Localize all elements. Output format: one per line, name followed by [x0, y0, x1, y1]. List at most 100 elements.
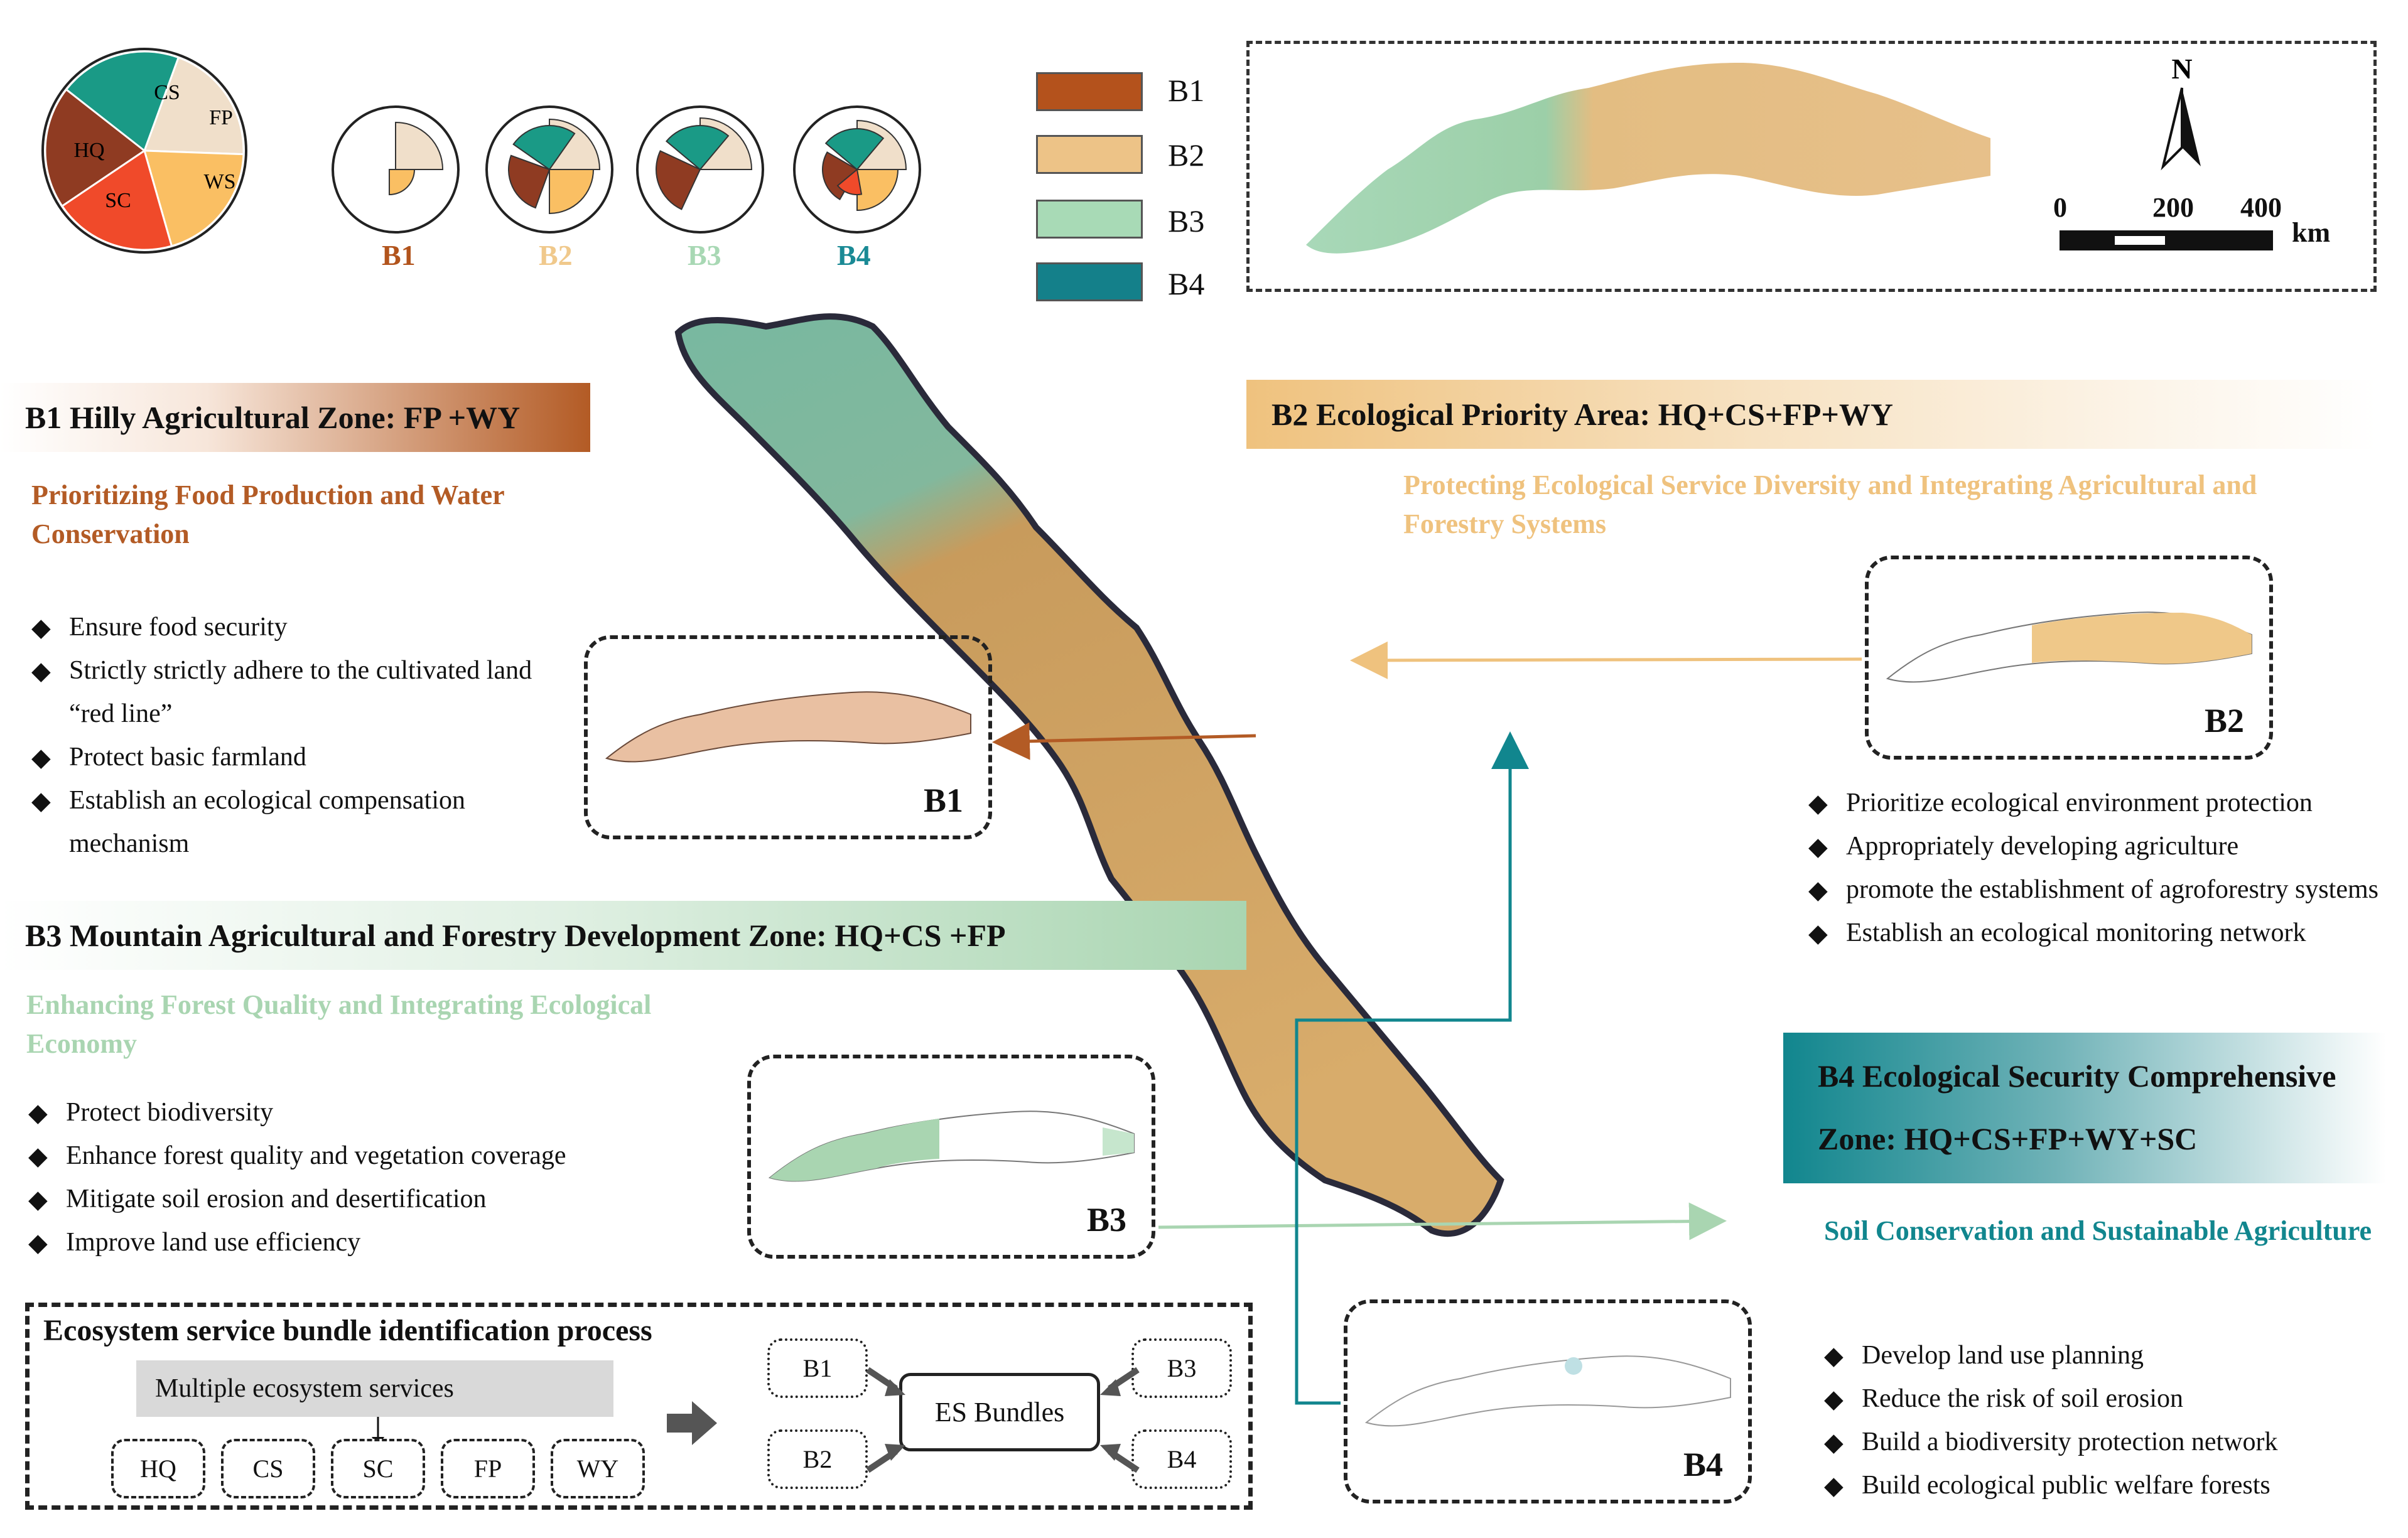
bundle-pie-b1: [332, 105, 460, 234]
pie-legend-slice-sc: [60, 149, 173, 251]
pie-legend-slice-fp: [143, 56, 245, 156]
multiple-es-box: Multiple ecosystem services: [136, 1360, 613, 1417]
list-item: Establish an ecological monitoring netwo…: [1808, 912, 2405, 955]
bundle-node-b1: B1: [767, 1338, 868, 1398]
zone-b3-title-text: B3 Mountain Agricultural and Forestry De…: [25, 918, 1006, 953]
pie-legend-slice-hq: [44, 88, 146, 208]
es-pie-legend: CS FP HQ WS SC: [41, 48, 247, 254]
bundle-pie-b3: [636, 105, 764, 234]
list-item: Protect basic farmland: [31, 736, 565, 779]
inset-map-b1-label: B1: [923, 782, 963, 819]
service-node-wy: WY: [551, 1439, 645, 1498]
zone-b2-actions: Prioritize ecological environment protec…: [1808, 782, 2405, 955]
zone-b4-subtitle: Soil Conservation and Sustainable Agricu…: [1824, 1215, 2372, 1246]
list-item: Develop land use planning: [1824, 1334, 2389, 1377]
scale-tick-400: 400: [2240, 192, 2282, 223]
scale-unit: km: [2292, 217, 2331, 248]
zone-b2-subtitle: Protecting Ecological Service Diversity …: [1403, 470, 2257, 539]
zone-b2-title-text: B2 Ecological Priority Area: HQ+CS+FP+WY: [1271, 397, 1893, 432]
process-panel: Ecosystem service bundle identification …: [25, 1303, 1253, 1510]
bundle-pie-b4: [793, 105, 921, 234]
scale-bar: [2060, 230, 2273, 250]
service-node-cs: CS: [221, 1439, 315, 1498]
list-item: promote the establishment of agroforestr…: [1808, 868, 2405, 912]
inset-map-b2: B2: [1865, 556, 2273, 760]
bundle-right-arrows: [1100, 1367, 1140, 1473]
north-arrow-icon: N: [2161, 53, 2201, 171]
legend-label-b1: B1: [1168, 73, 1205, 108]
bundle-pie-b2: [485, 105, 613, 234]
inset-map-b3-label: B3: [1086, 1201, 1126, 1239]
service-node-hq: HQ: [111, 1439, 205, 1498]
inset-map-b1: B1: [584, 635, 992, 839]
service-node-fp: FP: [441, 1439, 535, 1498]
legend-swatch-b2: [1036, 135, 1143, 174]
list-item: Ensure food security: [31, 606, 565, 649]
bundle-label: B3: [1167, 1354, 1197, 1382]
legend-label-b3: B3: [1168, 203, 1205, 239]
bundle-label: B4: [1167, 1445, 1197, 1473]
multiple-es-label: Multiple ecosystem services: [155, 1374, 454, 1403]
inset-map-b2-shape: [1886, 611, 2252, 683]
zone-b2-title: B2 Ecological Priority Area: HQ+CS+FP+WY: [1246, 380, 2377, 449]
svg-text:N: N: [2171, 53, 2192, 85]
list-item: Establish an ecological compensation mec…: [31, 779, 565, 866]
zone-b1-subtitle: Prioritizing Food Production and Water C…: [31, 480, 504, 549]
list-item: Improve land use efficiency: [28, 1221, 750, 1264]
bundle-node-b3: B3: [1131, 1338, 1232, 1398]
list-item: Mitigate soil erosion and desertificatio…: [28, 1178, 750, 1221]
bundle-node-b4: B4: [1131, 1429, 1232, 1489]
process-title: Ecosystem service bundle identification …: [43, 1314, 652, 1347]
service-label: SC: [362, 1455, 394, 1483]
list-item: Prioritize ecological environment protec…: [1808, 782, 2405, 825]
pie-legend-sc: SC: [105, 189, 131, 212]
zone-b4-title-line2: Zone: HQ+CS+FP+WY+SC: [1818, 1121, 2198, 1156]
inset-map-b3-shape: [768, 1110, 1135, 1182]
inset-map-b4-shape: [1364, 1355, 1731, 1427]
list-item: Strictly strictly adhere to the cultivat…: [31, 649, 565, 736]
inset-map-b2-label: B2: [2204, 702, 2244, 739]
bundle-label: B1: [802, 1354, 833, 1382]
legend-swatch-b3: [1036, 200, 1143, 239]
service-label: HQ: [140, 1455, 176, 1483]
inset-map-b4: B4: [1344, 1299, 1752, 1503]
list-item: Protect biodiversity: [28, 1091, 750, 1134]
bundle-pie-b4-label: B4: [837, 239, 871, 271]
service-node-sc: SC: [331, 1439, 425, 1498]
zone-b1-title-text: B1 Hilly Agricultural Zone: FP +WY: [25, 400, 521, 435]
list-item: Enhance forest quality and vegetation co…: [28, 1134, 750, 1178]
es-bundles-node: ES Bundles: [899, 1373, 1100, 1451]
bundle-pie-b3-label: B3: [688, 239, 721, 271]
list-item: Build ecological public welfare forests: [1824, 1464, 2389, 1507]
inset-map-b4-label: B4: [1683, 1446, 1723, 1483]
inset-map-b3: B3: [747, 1055, 1155, 1259]
list-item: Build a biodiversity protection network: [1824, 1421, 2389, 1464]
legend-swatch-b1: [1036, 72, 1143, 111]
inset-map-b1-shape: [605, 691, 971, 763]
overview-map-frame: [1246, 41, 2377, 292]
bundle-pie-b1-label: B1: [382, 239, 416, 271]
list-item: Appropriately developing agriculture: [1808, 825, 2405, 868]
overview-map: [1306, 63, 1990, 254]
bundle-pie-b2-label: B2: [539, 239, 573, 271]
legend-label-b2: B2: [1168, 137, 1205, 173]
pie-legend-slice-ws: [143, 149, 245, 247]
es-bundles-label: ES Bundles: [934, 1397, 1065, 1428]
right-arrow-icon: [667, 1401, 717, 1445]
service-label: CS: [252, 1455, 284, 1483]
pie-legend-ws: WS: [204, 170, 236, 193]
zone-b1-title: B1 Hilly Agricultural Zone: FP +WY: [0, 383, 590, 452]
scale-tick-200: 200: [2152, 192, 2194, 223]
service-label: FP: [473, 1455, 502, 1483]
zone-b3-actions: Protect biodiversity Enhance forest qual…: [28, 1091, 750, 1264]
legend-swatch-b4: [1036, 262, 1143, 301]
pie-legend-slice-cs: [65, 50, 180, 153]
scale-tick-0: 0: [2053, 192, 2067, 223]
zone-b3-title: B3 Mountain Agricultural and Forestry De…: [0, 901, 1246, 970]
zone-b4-actions: Develop land use planning Reduce the ris…: [1824, 1334, 2389, 1507]
zone-b3-subtitle: Enhancing Forest Quality and Integrating…: [26, 989, 652, 1059]
list-item: Reduce the risk of soil erosion: [1824, 1377, 2389, 1421]
service-label: WY: [576, 1455, 619, 1483]
bundle-left-arrows: [866, 1367, 905, 1473]
